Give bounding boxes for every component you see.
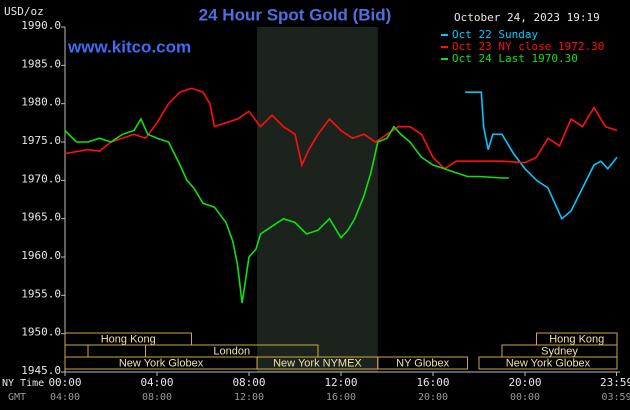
session-box — [478, 356, 618, 370]
session-box — [377, 356, 468, 370]
session-label: Hong Kong — [101, 333, 156, 345]
x-tick-label: 16:00 — [416, 376, 449, 389]
gmt-tick-label: 08:00 — [142, 392, 172, 403]
gmt-tick-label: 03:59 — [601, 392, 630, 403]
session-label: Hong Kong — [549, 333, 604, 345]
y-tick-label: 1950.0 — [21, 326, 61, 339]
x-tick-label: 08:00 — [232, 376, 265, 389]
y-tick-label: 1980.0 — [21, 96, 61, 109]
chart-title: 24 Hour Spot Gold (Bid) — [199, 5, 392, 24]
y-tick-label: 1985.0 — [21, 57, 61, 70]
y-tick-label: 1955.0 — [21, 287, 61, 300]
session-label: NY Globex — [396, 357, 449, 369]
gmt-tick-label: 00:00 — [510, 392, 540, 403]
gmt-tick-label: 20:00 — [418, 392, 448, 403]
gmt-tick-label: 12:00 — [234, 392, 264, 403]
y-tick-label: 1990.0 — [21, 19, 61, 32]
gmt-tick-label: 04:00 — [50, 392, 80, 403]
price-line — [64, 87, 618, 170]
x-tick-label: 12:00 — [324, 376, 357, 389]
session-label: Sydney — [541, 345, 578, 357]
ny-time-label: NY Time — [2, 378, 44, 389]
price-line — [465, 91, 618, 220]
date-label: October 24, 2023 19:19 — [454, 11, 600, 24]
y-tick-label: 1960.0 — [21, 249, 61, 262]
session-label: New York Globex — [506, 357, 591, 369]
session-highlight — [257, 27, 378, 372]
x-tick-label: 20:00 — [508, 376, 541, 389]
legend-label: Oct 24 Last 1970.30 — [452, 52, 578, 65]
price-line — [64, 117, 509, 304]
y-tick-label: 1945.0 — [21, 364, 61, 377]
legend-label: Oct 23 NY close 1972.30 — [452, 40, 604, 53]
x-tick-label: 23:59 — [600, 376, 630, 389]
gmt-label: GMT — [8, 392, 26, 403]
x-tick-label: 04:00 — [140, 376, 173, 389]
unit-label: USD/oz — [4, 5, 44, 18]
session-box — [64, 332, 192, 346]
x-tick-label: 00:00 — [48, 376, 81, 389]
y-tick-label: 1975.0 — [21, 134, 61, 147]
site-label: www.kitco.com — [67, 37, 191, 56]
session-label: New York NYMEX — [273, 357, 362, 369]
legend-label: Oct 22 Sunday — [452, 28, 538, 41]
session-label: London — [213, 345, 250, 357]
session-label: New York Globex — [119, 357, 204, 369]
gmt-tick-label: 16:00 — [326, 392, 356, 403]
y-tick-label: 1965.0 — [21, 211, 61, 224]
y-tick-label: 1970.0 — [21, 172, 61, 185]
